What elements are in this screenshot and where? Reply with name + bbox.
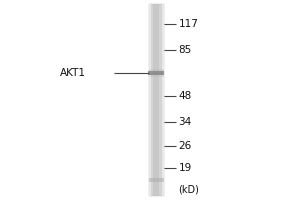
Bar [162, 4, 164, 196]
Text: 34: 34 [178, 117, 192, 127]
Bar [148, 4, 151, 196]
Bar [148, 178, 164, 182]
Bar [148, 71, 164, 75]
Text: (kD): (kD) [178, 185, 200, 195]
Bar [148, 75, 164, 77]
Text: 48: 48 [178, 91, 192, 101]
Text: AKT1: AKT1 [60, 68, 86, 78]
Text: 85: 85 [178, 45, 192, 55]
Bar [153, 4, 159, 196]
Bar [148, 69, 164, 71]
Text: 19: 19 [178, 163, 192, 173]
Text: 26: 26 [178, 141, 192, 151]
Bar [148, 4, 164, 196]
Text: 117: 117 [178, 19, 198, 29]
